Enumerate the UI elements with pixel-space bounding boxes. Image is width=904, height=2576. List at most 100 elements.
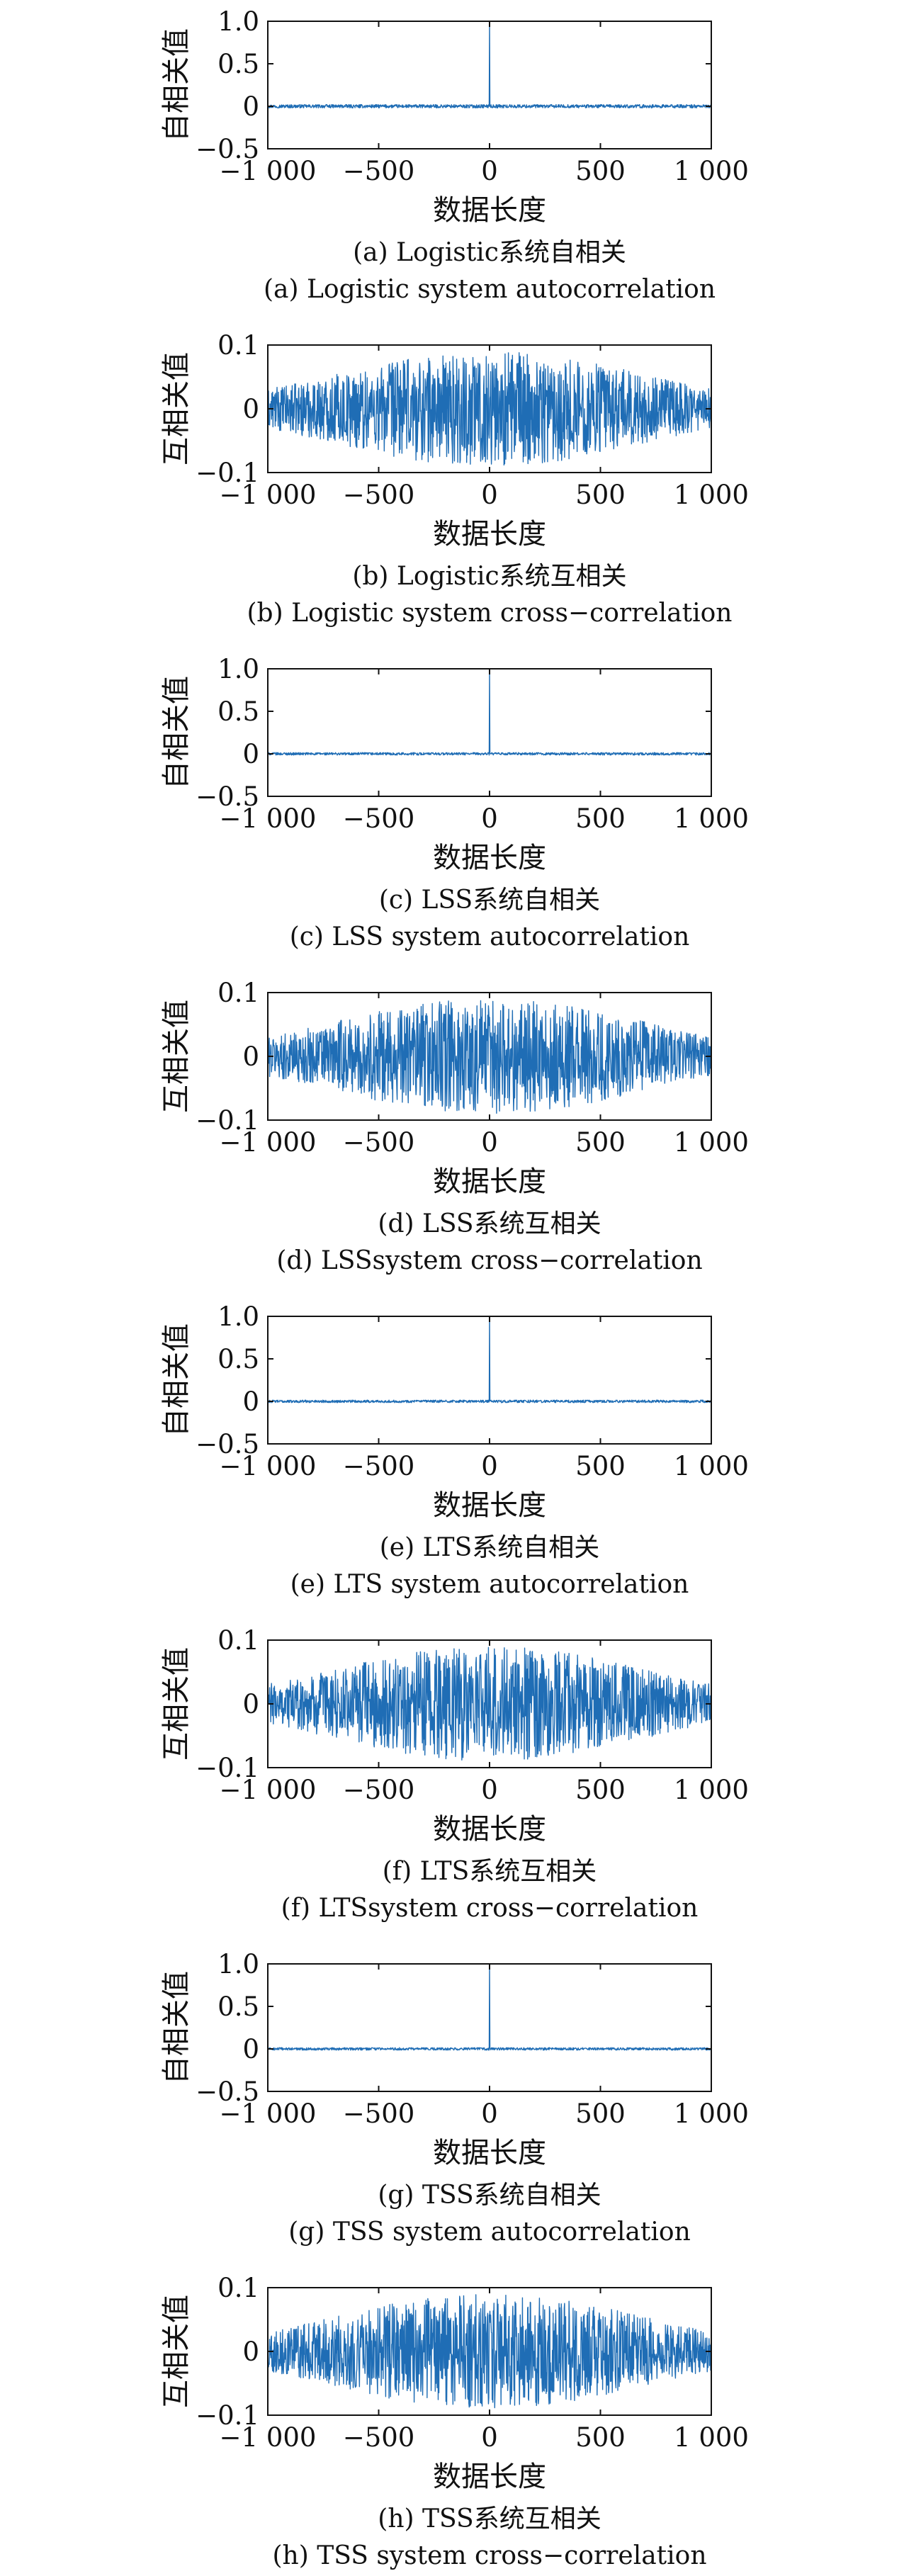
x-tick-label-d-0: −1 000 (220, 1127, 317, 1158)
caption-en-a: (a) Logistic system autocorrelation (264, 275, 716, 304)
x-tick-label-e-0: −1 000 (220, 1451, 317, 1481)
x-tick-label-e-3: 500 (575, 1451, 626, 1481)
caption-cn-a: (a) Logistic系统自相关 (353, 238, 626, 267)
y-tick-label-a-0: −0.5 (196, 134, 259, 164)
x-tick-label-h-2: 0 (481, 2422, 498, 2453)
y-tick-label-e-0: −0.5 (196, 1429, 259, 1459)
x-tick-label-b-2: 0 (481, 480, 498, 510)
caption-en-f: (f) LTSsystem cross−correlation (281, 1894, 699, 1923)
x-axis-title-c: 数据长度 (433, 842, 546, 874)
y-tick-label-h-1: 0 (242, 2337, 259, 2367)
series-line-c (267, 668, 712, 756)
x-tick-label-d-2: 0 (481, 1127, 498, 1158)
x-tick-label-f-2: 0 (481, 1775, 498, 1805)
x-axis-title-d: 数据长度 (433, 1165, 546, 1198)
y-tick-label-c-3: 1.0 (217, 654, 259, 684)
caption-en-b: (b) Logistic system cross−correlation (247, 599, 733, 628)
x-tick-label-d-3: 500 (575, 1127, 626, 1158)
y-tick-label-d-2: 0.1 (217, 978, 259, 1008)
x-tick-label-c-2: 0 (481, 803, 498, 834)
series-line-f (267, 1646, 712, 1761)
caption-en-c: (c) LSS system autocorrelation (290, 922, 690, 951)
series-line-a (267, 21, 712, 109)
x-tick-label-h-1: −500 (343, 2422, 415, 2453)
series-line-e (267, 1316, 712, 1403)
y-tick-label-d-0: −0.1 (196, 1105, 259, 1136)
y-tick-label-c-1: 0 (242, 739, 259, 769)
x-axis-title-h: 数据长度 (433, 2461, 546, 2493)
y-tick-label-h-0: −0.1 (196, 2400, 259, 2431)
series-line-d (267, 1000, 712, 1114)
y-axis-title-b: 互相关值 (160, 352, 193, 465)
x-tick-label-c-4: 1 000 (674, 803, 749, 834)
x-tick-label-b-3: 500 (575, 480, 626, 510)
y-axis-title-h: 互相关值 (160, 2295, 193, 2408)
y-tick-label-d-1: 0 (242, 1041, 259, 1072)
y-tick-label-g-0: −0.5 (196, 2077, 259, 2107)
x-tick-label-d-1: −500 (343, 1127, 415, 1158)
x-tick-label-c-1: −500 (343, 803, 415, 834)
x-tick-label-d-4: 1 000 (674, 1127, 749, 1158)
series-line-b (267, 352, 712, 466)
y-tick-label-e-1: 0 (242, 1386, 259, 1417)
series-line-g (267, 1963, 712, 2051)
caption-en-d: (d) LSSsystem cross−correlation (276, 1246, 702, 1275)
x-tick-label-b-1: −500 (343, 480, 415, 510)
caption-cn-e: (e) LTS系统自相关 (380, 1533, 599, 1562)
y-tick-label-e-2: 0.5 (217, 1344, 259, 1374)
y-tick-label-b-0: −0.1 (196, 458, 259, 488)
x-tick-label-a-1: −500 (343, 156, 415, 186)
x-tick-label-a-4: 1 000 (674, 156, 749, 186)
y-tick-label-c-2: 0.5 (217, 696, 259, 727)
x-tick-label-c-0: −1 000 (220, 803, 317, 834)
y-axis-title-c: 自相关值 (160, 676, 193, 789)
y-tick-label-a-3: 1.0 (217, 6, 259, 37)
x-tick-label-f-0: −1 000 (220, 1775, 317, 1805)
y-tick-label-h-2: 0.1 (217, 2273, 259, 2303)
y-tick-label-b-2: 0.1 (217, 330, 259, 361)
y-axis-title-e: 自相关值 (160, 1323, 193, 1437)
caption-cn-b: (b) Logistic系统互相关 (352, 562, 626, 591)
x-tick-label-b-0: −1 000 (220, 480, 317, 510)
caption-cn-d: (d) LSS系统互相关 (378, 1209, 601, 1238)
y-tick-label-f-1: 0 (242, 1689, 259, 1719)
y-tick-label-c-0: −0.5 (196, 781, 259, 812)
y-axis-title-g: 自相关值 (160, 1971, 193, 2084)
x-tick-label-f-1: −500 (343, 1775, 415, 1805)
caption-cn-f: (f) LTS系统互相关 (383, 1857, 597, 1886)
y-tick-label-b-1: 0 (242, 394, 259, 424)
series-line-h (267, 2294, 712, 2409)
x-axis-title-e: 数据长度 (433, 1489, 546, 1522)
x-tick-label-a-3: 500 (575, 156, 626, 186)
x-tick-label-h-0: −1 000 (220, 2422, 317, 2453)
x-tick-label-g-3: 500 (575, 2098, 626, 2129)
y-tick-label-a-1: 0 (242, 91, 259, 122)
caption-en-e: (e) LTS system autocorrelation (290, 1570, 689, 1599)
y-axis-title-f: 互相关值 (160, 1647, 193, 1761)
y-tick-label-a-2: 0.5 (217, 49, 259, 79)
y-axis-title-d: 互相关值 (160, 1000, 193, 1113)
y-tick-label-g-2: 0.5 (217, 1992, 259, 2022)
caption-cn-c: (c) LSS系统自相关 (379, 886, 600, 915)
caption-en-h: (h) TSS system cross−correlation (272, 2541, 706, 2570)
caption-en-g: (g) TSS system autocorrelation (288, 2218, 691, 2247)
x-tick-label-f-4: 1 000 (674, 1775, 749, 1805)
caption-cn-g: (g) TSS系统自相关 (378, 2181, 601, 2210)
x-tick-label-g-4: 1 000 (674, 2098, 749, 2129)
y-tick-label-e-3: 1.0 (217, 1301, 259, 1332)
x-axis-title-f: 数据长度 (433, 1813, 546, 1846)
y-axis-title-a: 自相关值 (160, 28, 193, 142)
x-axis-title-g: 数据长度 (433, 2137, 546, 2169)
x-axis-title-a: 数据长度 (433, 194, 546, 227)
y-tick-label-g-1: 0 (242, 2034, 259, 2064)
caption-cn-h: (h) TSS系统互相关 (378, 2504, 601, 2533)
x-tick-label-b-4: 1 000 (674, 480, 749, 510)
